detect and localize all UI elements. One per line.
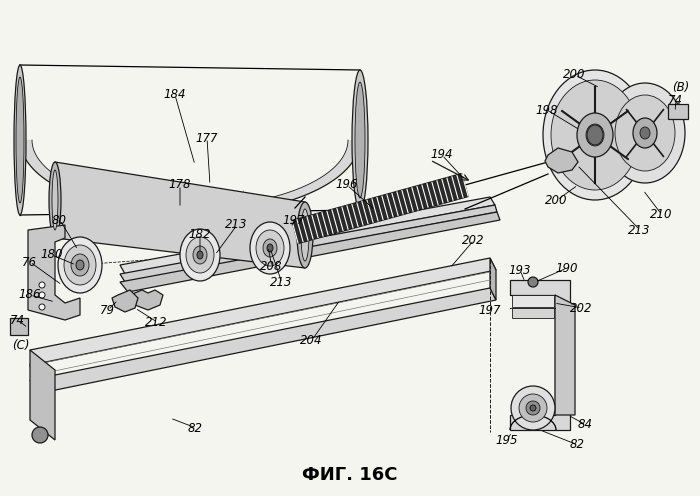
- Text: ФИГ. 16C: ФИГ. 16C: [302, 466, 398, 484]
- Polygon shape: [30, 288, 496, 394]
- Text: 74: 74: [10, 313, 25, 326]
- Polygon shape: [30, 364, 42, 415]
- Ellipse shape: [39, 282, 45, 288]
- Ellipse shape: [58, 237, 102, 293]
- Text: 210: 210: [650, 208, 673, 222]
- Ellipse shape: [39, 292, 45, 298]
- Polygon shape: [120, 212, 500, 292]
- Polygon shape: [512, 295, 554, 307]
- Polygon shape: [130, 290, 163, 310]
- Text: 76: 76: [22, 255, 37, 268]
- Ellipse shape: [52, 170, 58, 230]
- Text: 197: 197: [282, 213, 304, 227]
- Ellipse shape: [49, 162, 61, 238]
- Text: 197: 197: [478, 304, 500, 316]
- Ellipse shape: [186, 237, 214, 273]
- Ellipse shape: [605, 83, 685, 183]
- Text: 79: 79: [100, 304, 115, 316]
- Polygon shape: [112, 290, 138, 312]
- Ellipse shape: [71, 254, 89, 276]
- Polygon shape: [120, 205, 497, 282]
- Ellipse shape: [267, 244, 273, 252]
- Text: 190: 190: [555, 261, 578, 274]
- Text: 194: 194: [430, 148, 452, 162]
- Ellipse shape: [256, 230, 284, 266]
- Polygon shape: [30, 258, 496, 364]
- Text: 84: 84: [578, 419, 593, 432]
- Text: 202: 202: [570, 302, 592, 314]
- Ellipse shape: [193, 246, 207, 264]
- Ellipse shape: [32, 427, 48, 443]
- Ellipse shape: [551, 80, 639, 190]
- Text: 212: 212: [145, 315, 167, 328]
- Text: 184: 184: [163, 88, 186, 102]
- Polygon shape: [10, 318, 28, 335]
- Ellipse shape: [297, 202, 313, 268]
- Ellipse shape: [250, 222, 290, 274]
- Ellipse shape: [615, 95, 675, 171]
- Ellipse shape: [301, 209, 309, 261]
- Ellipse shape: [511, 386, 555, 430]
- Polygon shape: [512, 308, 554, 318]
- Text: 193: 193: [508, 263, 531, 276]
- Text: 186: 186: [18, 289, 41, 302]
- Ellipse shape: [543, 70, 647, 200]
- Text: 202: 202: [462, 234, 484, 247]
- Ellipse shape: [633, 118, 657, 148]
- Ellipse shape: [526, 401, 540, 415]
- Text: 204: 204: [300, 333, 323, 347]
- Text: 200: 200: [545, 193, 568, 206]
- Text: 213: 213: [225, 219, 248, 232]
- Ellipse shape: [640, 127, 650, 139]
- Ellipse shape: [587, 125, 603, 145]
- Ellipse shape: [528, 277, 538, 287]
- Polygon shape: [120, 197, 495, 274]
- FancyBboxPatch shape: [668, 104, 688, 119]
- Ellipse shape: [355, 82, 365, 198]
- Polygon shape: [510, 280, 570, 430]
- Text: (B): (B): [672, 81, 690, 95]
- Ellipse shape: [64, 245, 96, 285]
- Text: 182: 182: [188, 229, 211, 242]
- Text: 213: 213: [628, 224, 650, 237]
- Text: 195: 195: [495, 434, 517, 446]
- Text: 180: 180: [40, 248, 62, 261]
- Polygon shape: [28, 225, 80, 320]
- Polygon shape: [30, 350, 55, 440]
- Text: 82: 82: [570, 438, 585, 451]
- Text: 208: 208: [260, 260, 283, 273]
- Text: 198: 198: [535, 104, 557, 117]
- Ellipse shape: [14, 65, 26, 215]
- Ellipse shape: [519, 394, 547, 422]
- Text: 178: 178: [168, 179, 190, 191]
- Text: 80: 80: [52, 213, 67, 227]
- Ellipse shape: [76, 260, 84, 270]
- Ellipse shape: [197, 251, 203, 259]
- Ellipse shape: [352, 70, 368, 210]
- Polygon shape: [20, 140, 360, 215]
- Ellipse shape: [180, 229, 220, 281]
- Polygon shape: [545, 148, 578, 173]
- Text: (C): (C): [12, 338, 29, 352]
- Text: 74: 74: [668, 94, 683, 107]
- Text: 213: 213: [270, 276, 293, 290]
- Text: 82: 82: [188, 422, 203, 434]
- Polygon shape: [555, 295, 575, 415]
- Ellipse shape: [263, 239, 277, 257]
- Ellipse shape: [530, 405, 536, 411]
- Polygon shape: [292, 174, 468, 244]
- Text: 196: 196: [335, 179, 358, 191]
- Polygon shape: [490, 258, 496, 300]
- Text: 200: 200: [563, 68, 585, 81]
- Ellipse shape: [16, 77, 24, 203]
- Text: 177: 177: [195, 131, 218, 144]
- Ellipse shape: [586, 124, 604, 146]
- Ellipse shape: [39, 304, 45, 310]
- Polygon shape: [55, 162, 305, 268]
- Ellipse shape: [577, 113, 613, 157]
